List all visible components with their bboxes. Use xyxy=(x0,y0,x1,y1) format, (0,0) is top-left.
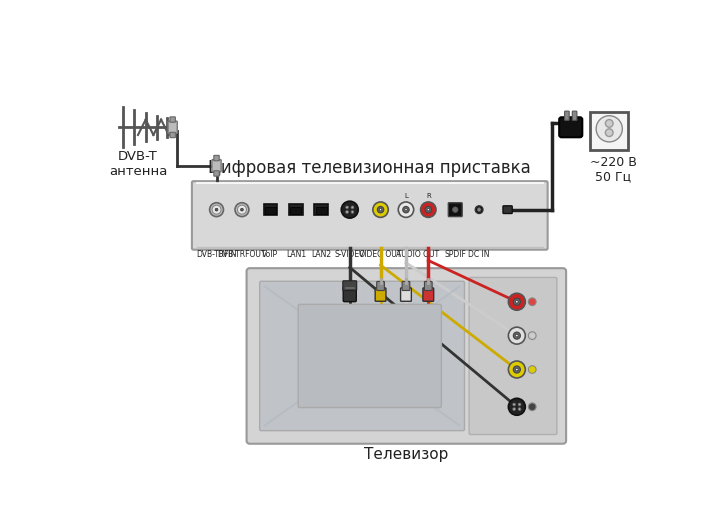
Text: VoIP: VoIP xyxy=(262,250,279,259)
FancyBboxPatch shape xyxy=(264,204,277,215)
Text: Телевизор: Телевизор xyxy=(364,447,449,462)
Circle shape xyxy=(452,207,458,212)
FancyBboxPatch shape xyxy=(290,206,301,213)
FancyBboxPatch shape xyxy=(214,155,219,161)
Text: L: L xyxy=(404,193,408,199)
FancyBboxPatch shape xyxy=(345,287,354,288)
Circle shape xyxy=(508,361,526,378)
Circle shape xyxy=(528,403,536,411)
Circle shape xyxy=(210,203,223,216)
Text: Цифровая телевизионная приставка: Цифровая телевизионная приставка xyxy=(207,158,531,176)
Circle shape xyxy=(341,201,359,218)
Circle shape xyxy=(528,332,536,340)
Circle shape xyxy=(377,206,384,213)
FancyBboxPatch shape xyxy=(343,281,356,290)
Text: DVB-T
антенна: DVB-T антенна xyxy=(109,150,167,178)
FancyBboxPatch shape xyxy=(564,111,570,120)
FancyBboxPatch shape xyxy=(192,181,548,250)
Text: LAN1: LAN1 xyxy=(286,250,306,259)
Text: ~220 В
50 Гц: ~220 В 50 Гц xyxy=(590,156,636,184)
Circle shape xyxy=(518,403,521,406)
FancyBboxPatch shape xyxy=(260,281,464,431)
Circle shape xyxy=(528,366,536,373)
Circle shape xyxy=(215,208,218,211)
Circle shape xyxy=(420,202,436,218)
FancyBboxPatch shape xyxy=(343,286,356,301)
FancyBboxPatch shape xyxy=(402,281,410,290)
Circle shape xyxy=(508,327,526,344)
FancyBboxPatch shape xyxy=(298,304,441,408)
Circle shape xyxy=(508,398,526,415)
FancyBboxPatch shape xyxy=(449,203,462,216)
Circle shape xyxy=(606,129,613,137)
FancyBboxPatch shape xyxy=(316,206,327,213)
Circle shape xyxy=(379,209,382,211)
Circle shape xyxy=(477,208,481,212)
Circle shape xyxy=(346,206,348,209)
Circle shape xyxy=(528,298,536,306)
Circle shape xyxy=(398,202,414,218)
Text: DC IN: DC IN xyxy=(469,250,490,259)
Circle shape xyxy=(238,205,246,214)
FancyBboxPatch shape xyxy=(246,268,566,444)
Circle shape xyxy=(427,209,429,211)
FancyBboxPatch shape xyxy=(265,206,276,213)
Text: DVB-TRFIN: DVB-TRFIN xyxy=(197,250,237,259)
Circle shape xyxy=(351,211,354,213)
Circle shape xyxy=(513,408,516,410)
FancyBboxPatch shape xyxy=(289,204,303,215)
Circle shape xyxy=(240,208,243,211)
FancyBboxPatch shape xyxy=(572,111,577,120)
Circle shape xyxy=(235,203,249,216)
FancyBboxPatch shape xyxy=(168,121,177,134)
Circle shape xyxy=(402,206,409,213)
FancyBboxPatch shape xyxy=(503,206,512,213)
FancyBboxPatch shape xyxy=(425,281,432,290)
FancyBboxPatch shape xyxy=(469,277,557,435)
Text: AUDIO OUT: AUDIO OUT xyxy=(395,250,438,259)
Circle shape xyxy=(513,403,516,406)
Text: SPDIF: SPDIF xyxy=(444,250,466,259)
FancyBboxPatch shape xyxy=(400,288,411,301)
FancyBboxPatch shape xyxy=(375,288,386,301)
FancyBboxPatch shape xyxy=(170,117,176,122)
Circle shape xyxy=(373,202,388,218)
Text: LAN2: LAN2 xyxy=(311,250,331,259)
Circle shape xyxy=(212,205,221,214)
Circle shape xyxy=(596,116,622,142)
FancyBboxPatch shape xyxy=(212,159,221,172)
Circle shape xyxy=(513,298,521,305)
Circle shape xyxy=(516,334,518,337)
FancyBboxPatch shape xyxy=(214,171,219,176)
Text: S-VIDEO: S-VIDEO xyxy=(334,250,365,259)
Circle shape xyxy=(606,119,613,127)
Circle shape xyxy=(351,206,354,209)
FancyBboxPatch shape xyxy=(377,281,384,290)
Circle shape xyxy=(513,332,521,339)
Circle shape xyxy=(516,300,518,303)
Circle shape xyxy=(425,206,431,213)
Circle shape xyxy=(516,368,518,371)
Circle shape xyxy=(508,293,526,310)
Circle shape xyxy=(513,366,521,373)
Text: R: R xyxy=(426,193,431,199)
Text: VIDEO OUT: VIDEO OUT xyxy=(359,250,402,259)
Circle shape xyxy=(346,211,348,213)
FancyBboxPatch shape xyxy=(559,117,582,137)
FancyBboxPatch shape xyxy=(423,288,433,301)
Circle shape xyxy=(475,206,483,213)
Circle shape xyxy=(518,408,521,410)
FancyBboxPatch shape xyxy=(315,204,328,215)
FancyBboxPatch shape xyxy=(590,112,629,150)
FancyBboxPatch shape xyxy=(170,133,176,138)
Circle shape xyxy=(405,209,407,211)
Text: DVB-TRFOUT: DVB-TRFOUT xyxy=(217,250,266,259)
